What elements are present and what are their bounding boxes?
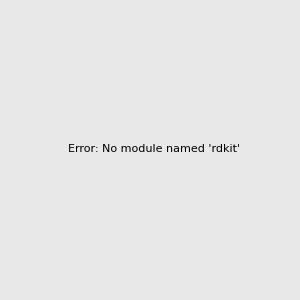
Text: Error: No module named 'rdkit': Error: No module named 'rdkit' xyxy=(68,143,240,154)
